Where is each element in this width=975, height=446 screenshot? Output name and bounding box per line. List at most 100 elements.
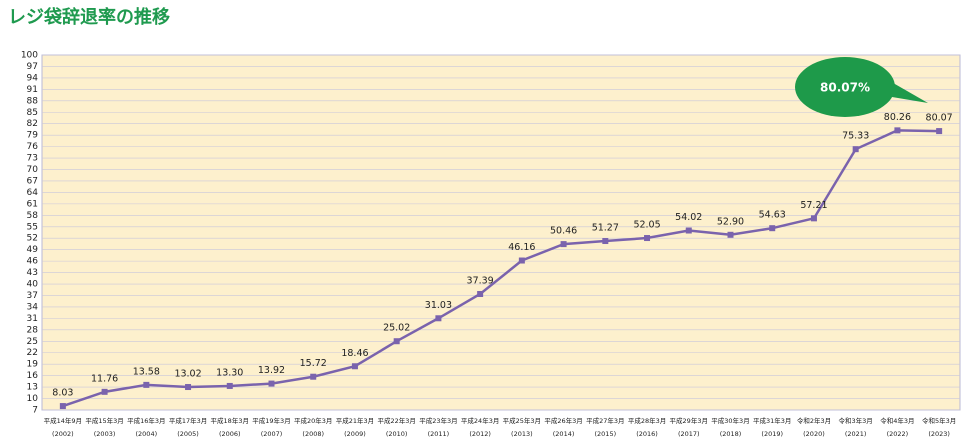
x-tick-label: 平成19年3月 — [252, 416, 290, 425]
marker — [644, 235, 651, 242]
y-tick-label: 49 — [27, 245, 39, 255]
marker — [769, 225, 776, 232]
data-label: 11.76 — [91, 373, 118, 384]
x-tick-year: (2022) — [887, 430, 909, 438]
data-label: 13.02 — [174, 369, 201, 380]
x-tick-year: (2005) — [177, 430, 199, 438]
x-tick-year: (2004) — [136, 430, 158, 438]
y-tick-label: 67 — [27, 176, 38, 186]
data-label: 15.72 — [300, 358, 327, 369]
marker — [894, 127, 901, 134]
y-tick-label: 100 — [21, 51, 38, 61]
data-label: 52.90 — [717, 216, 744, 227]
data-label: 54.02 — [675, 212, 702, 223]
chart-title: レジ袋辞退率の推移 — [8, 6, 170, 28]
y-tick-label: 25 — [27, 337, 38, 347]
x-tick-year: (2018) — [720, 430, 742, 438]
x-tick-year: (2017) — [678, 430, 700, 438]
x-tick-label: 平成25年3月 — [503, 416, 541, 425]
data-label: 52.05 — [633, 220, 660, 231]
x-tick-year: (2020) — [803, 430, 825, 438]
x-tick-label: 平成30年3月 — [711, 416, 749, 425]
x-tick-label: 平成21年3月 — [336, 416, 374, 425]
x-tick-year: (2007) — [261, 430, 283, 438]
x-tick-year: (2021) — [845, 430, 867, 438]
y-tick-label: 64 — [27, 188, 39, 198]
x-tick-year: (2010) — [386, 430, 408, 438]
x-tick-label: 令和3年3月 — [839, 416, 873, 425]
x-tick-label: 令和2年3月 — [797, 416, 831, 425]
marker — [393, 338, 400, 345]
x-tick-label: 平成26年3月 — [544, 416, 582, 425]
x-tick-label: 平成22年3月 — [377, 416, 415, 425]
data-label: 31.03 — [425, 300, 452, 311]
x-tick-year: (2003) — [94, 430, 116, 438]
marker — [351, 363, 358, 370]
data-label: 80.26 — [884, 112, 911, 123]
y-tick-label: 91 — [27, 85, 38, 95]
line — [62, 129, 940, 408]
x-tick-label: 平成27年3月 — [586, 416, 624, 425]
x-tick-year: (2016) — [636, 430, 658, 438]
marker — [268, 380, 275, 387]
y-tick-label: 76 — [27, 142, 39, 152]
data-label: 13.92 — [258, 365, 285, 376]
x-tick-label: 平成29年3月 — [670, 416, 708, 425]
y-tick-label: 55 — [27, 222, 38, 232]
y-tick-label: 40 — [27, 280, 39, 290]
marker — [310, 373, 317, 380]
y-tick-label: 43 — [27, 268, 38, 278]
marker — [185, 384, 192, 391]
y-tick-label: 19 — [27, 360, 39, 370]
x-tick-year: (2006) — [219, 430, 241, 438]
y-tick-label: 22 — [27, 348, 38, 358]
marker — [602, 238, 609, 245]
marker — [852, 146, 859, 153]
marker — [727, 231, 734, 238]
y-tick-label: 13 — [27, 383, 38, 393]
x-tick-label: 平成17年3月 — [169, 416, 207, 425]
y-tick-label: 88 — [27, 96, 39, 106]
x-tick-label: 平成14年9月 — [44, 416, 82, 425]
data-label: 13.30 — [216, 367, 243, 378]
x-tick-label: 平成18年3月 — [211, 416, 249, 425]
x-tick-label: 平成24年3月 — [461, 416, 499, 425]
y-tick-label: 82 — [27, 119, 38, 129]
x-tick-label: 令和5年3月 — [922, 416, 956, 425]
x-tick-label: 平成16年3月 — [127, 416, 165, 425]
y-tick-label: 46 — [27, 257, 39, 267]
x-tick-year: (2012) — [469, 430, 491, 438]
y-tick-label: 61 — [27, 199, 38, 209]
x-tick-year: (2019) — [761, 430, 783, 438]
data-label: 25.02 — [383, 323, 410, 334]
data-label: 54.63 — [759, 210, 786, 221]
marker — [59, 403, 66, 410]
x-tick-label: 平成31年3月 — [753, 416, 791, 425]
x-tick-year: (2014) — [553, 430, 575, 438]
x-tick-label: 平成20年3月 — [294, 416, 332, 425]
data-label: 8.03 — [52, 388, 73, 399]
y-tick-label: 34 — [27, 302, 39, 312]
x-tick-label: 平成28年3月 — [628, 416, 666, 425]
x-tick-year: (2013) — [511, 430, 533, 438]
data-label: 50.46 — [550, 226, 577, 237]
data-label: 46.16 — [508, 242, 535, 253]
data-label: 75.33 — [842, 131, 869, 142]
data-label: 13.58 — [133, 366, 160, 377]
y-tick-label: 70 — [27, 165, 39, 175]
y-tick-label: 31 — [27, 314, 38, 324]
y-tick-label: 94 — [27, 73, 39, 83]
y-tick-label: 97 — [27, 62, 38, 72]
x-tick-year: (2002) — [52, 430, 74, 438]
plot-area — [41, 54, 961, 411]
marker — [226, 382, 233, 389]
y-tick-label: 37 — [27, 291, 38, 301]
data-label: 57.21 — [800, 200, 827, 211]
x-tick-year: (2023) — [928, 430, 950, 438]
x-tick-label: 平成23年3月 — [419, 416, 457, 425]
y-tick-label: 28 — [27, 325, 39, 335]
y-tick-label: 16 — [27, 371, 39, 381]
x-tick-label: 平成15年3月 — [85, 416, 123, 425]
y-tick-label: 58 — [27, 211, 39, 221]
